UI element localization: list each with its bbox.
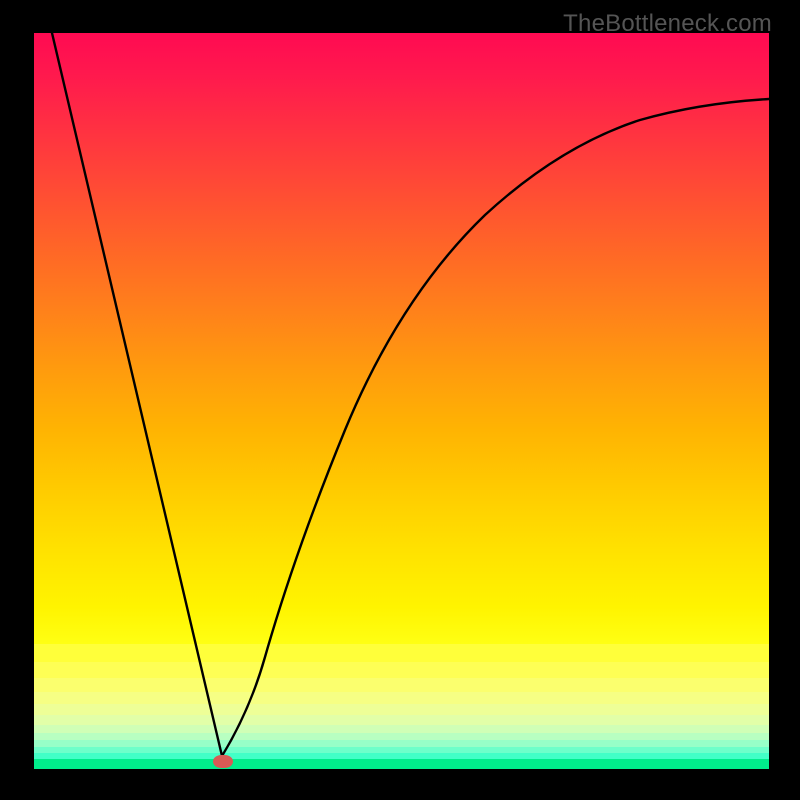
bottleneck-curve [34, 33, 769, 769]
minimum-marker [213, 755, 233, 768]
watermark-text: TheBottleneck.com [563, 10, 772, 38]
curve-path [52, 33, 769, 756]
